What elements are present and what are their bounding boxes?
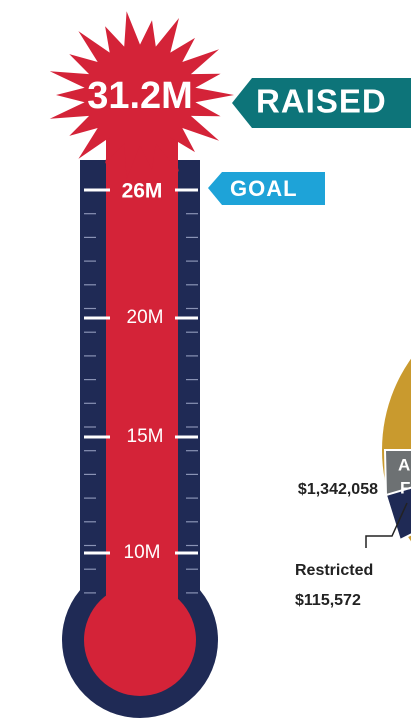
thermometer <box>62 130 218 718</box>
tube-inner <box>106 130 178 650</box>
segment-letter: F <box>400 478 410 497</box>
scale-label: 15M <box>127 426 164 447</box>
segment-letter: A <box>398 455 410 474</box>
scale-label: 10M <box>124 542 161 563</box>
goal-label: GOAL <box>230 176 298 201</box>
raised-amount: 31.2M <box>87 75 193 117</box>
raised-label: RAISED <box>256 83 387 120</box>
leader-line <box>365 502 408 548</box>
starburst <box>49 11 234 179</box>
raised-banner <box>232 78 411 128</box>
amount-label: $1,342,058 <box>298 481 378 498</box>
pie-fragment: A F $1,342,058 Restricted $115,572 <box>295 358 411 609</box>
restricted-amount: $115,572 <box>295 592 361 609</box>
goal-amount: 26M <box>122 180 163 203</box>
goal-banner <box>208 172 325 205</box>
scale-label: 20M <box>127 307 164 328</box>
pie-navy <box>384 486 411 542</box>
restricted-label: Restricted <box>295 562 373 579</box>
